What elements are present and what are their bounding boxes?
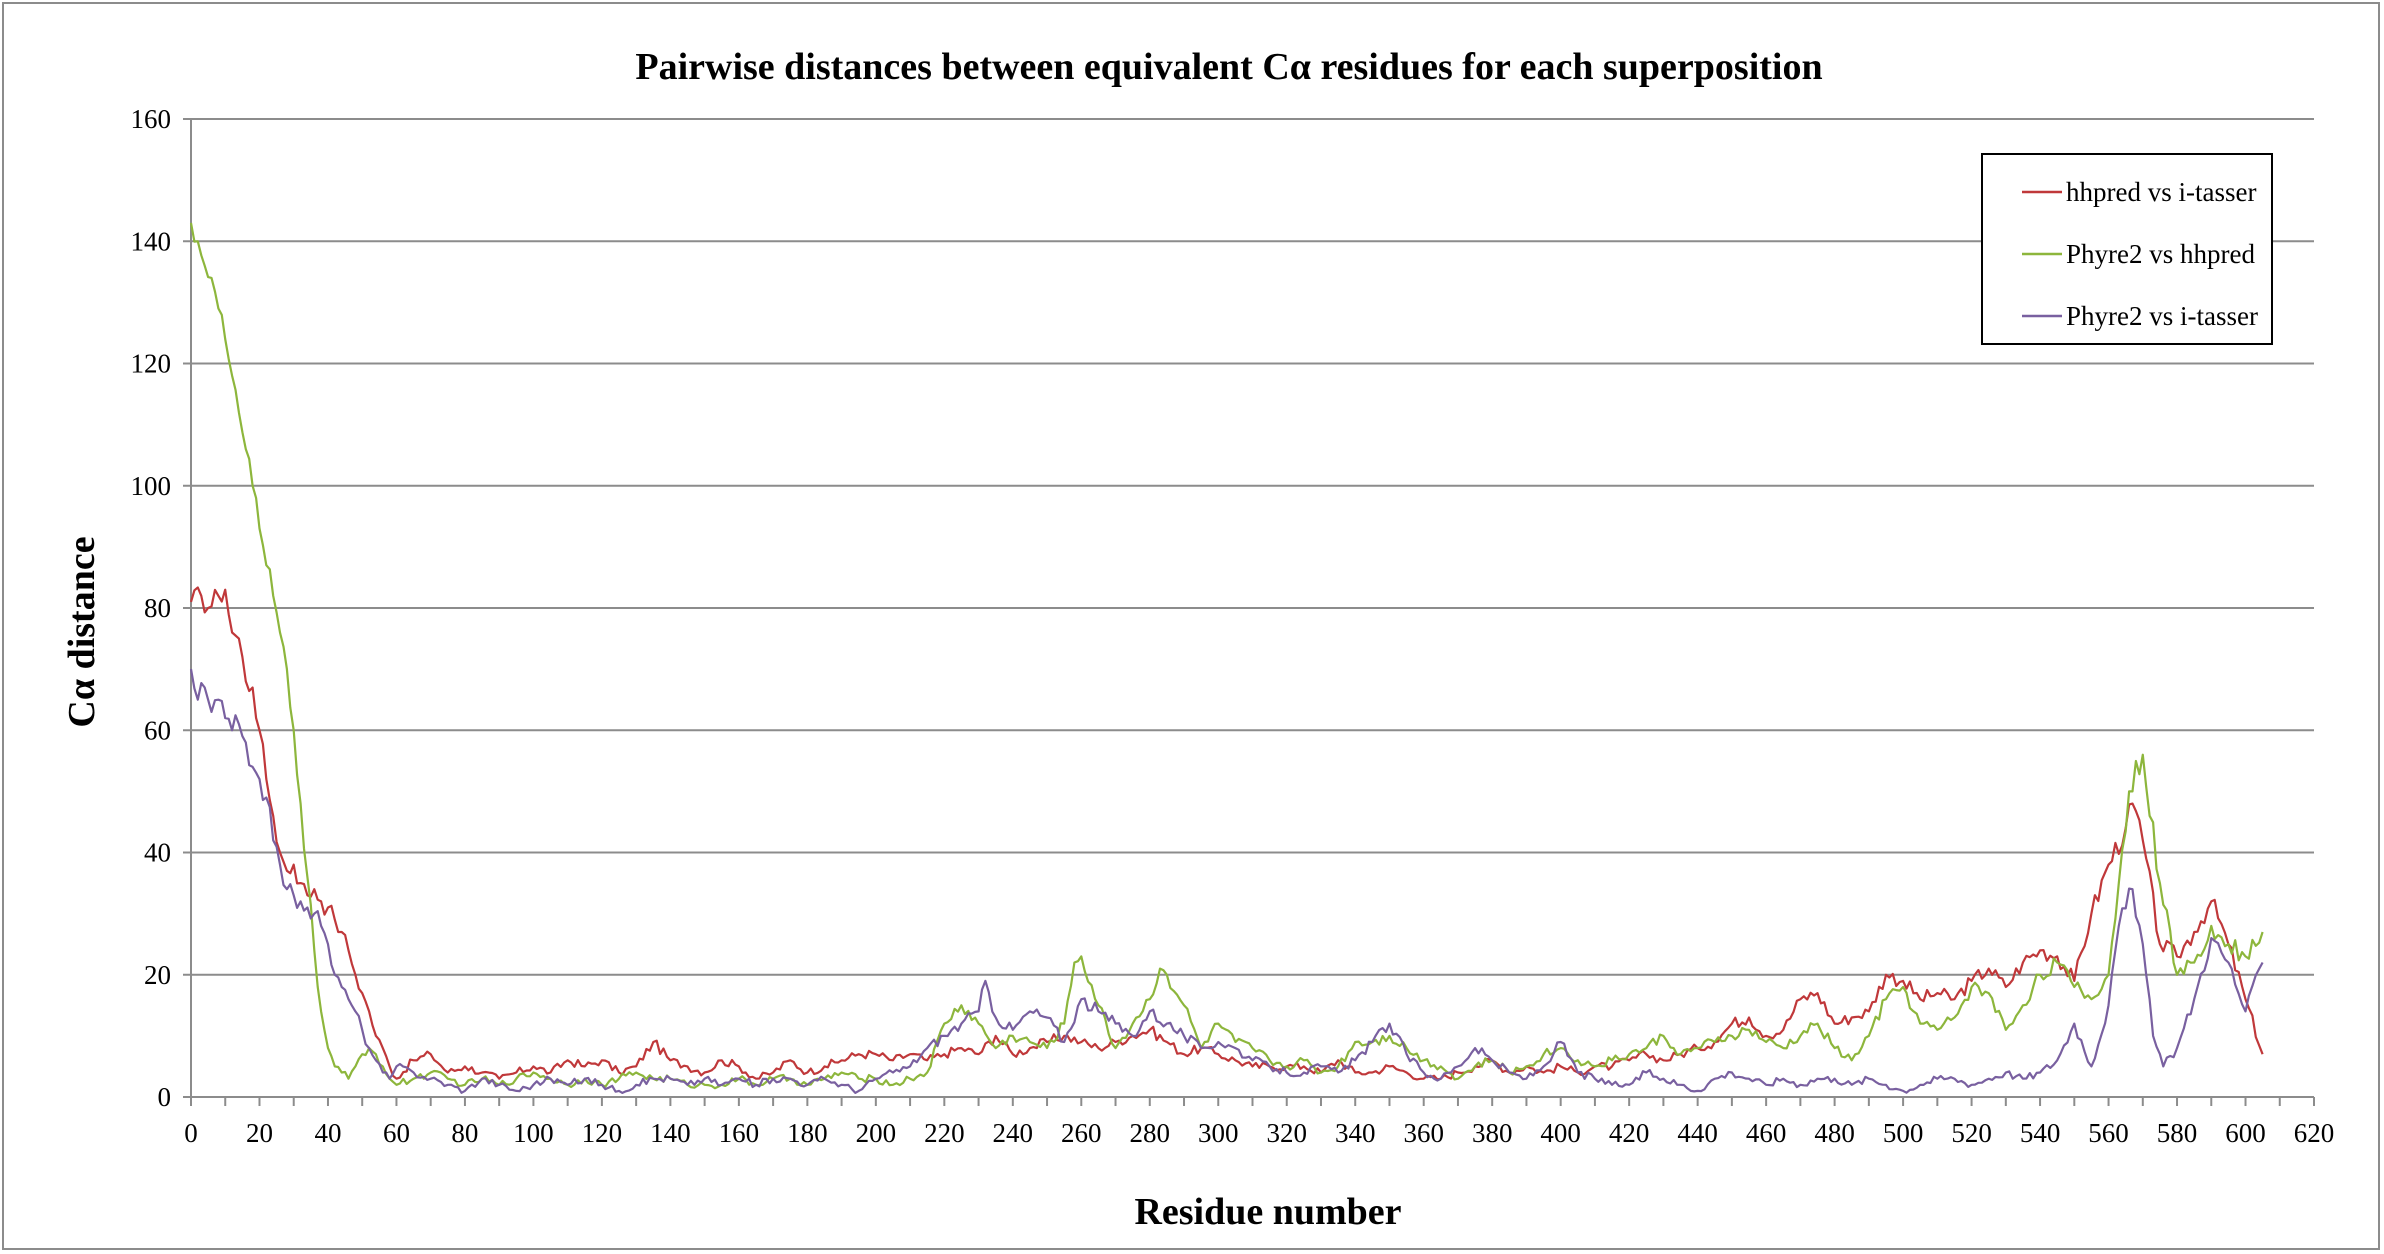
gridlines xyxy=(191,118,2314,976)
axes: 0 20 40 60 80 100 120 140 160 0 20 40 60 80 100 120 140 1… xyxy=(131,104,2335,1148)
x-tick-label: 220 xyxy=(924,1118,965,1148)
x-tick-label: 80 xyxy=(451,1118,478,1148)
x-tick-label: 180 xyxy=(787,1118,828,1148)
y-tick-label: 80 xyxy=(144,593,171,623)
x-tick-label: 380 xyxy=(1472,1118,1513,1148)
x-tick-label: 480 xyxy=(1814,1118,1855,1148)
y-tick-label: 60 xyxy=(144,715,171,745)
x-tick-label: 400 xyxy=(1540,1118,1581,1148)
x-tick-label: 60 xyxy=(383,1118,410,1148)
x-tick-label: 420 xyxy=(1609,1118,1650,1148)
x-tick-label: 600 xyxy=(2225,1118,2266,1148)
y-axis-title: Cα distance xyxy=(61,536,103,727)
y-tick-label: 140 xyxy=(131,226,172,256)
x-axis-title: Residue number xyxy=(1134,1191,1401,1233)
x-tick-label: 360 xyxy=(1403,1118,1444,1148)
chart-title: Pairwise distances between equivalent Cα… xyxy=(635,46,1822,88)
legend-label: hhpred vs i-tasser xyxy=(2066,177,2256,207)
x-tick-label: 520 xyxy=(1951,1118,1992,1148)
x-tick-label: 240 xyxy=(993,1118,1034,1148)
x-tick-label: 440 xyxy=(1677,1118,1718,1148)
x-tick-label: 300 xyxy=(1198,1118,1239,1148)
series-line-1 xyxy=(189,586,2264,1081)
x-tick-label: 500 xyxy=(1883,1118,1924,1148)
x-tick-label: 320 xyxy=(1266,1118,1307,1148)
series-line-2 xyxy=(189,222,2264,1090)
x-tick-label: 560 xyxy=(2088,1118,2129,1148)
x-tick-label: 340 xyxy=(1335,1118,1376,1148)
legend-box xyxy=(1981,153,2273,345)
y-tick-label: 20 xyxy=(144,960,171,990)
legend-label: Phyre2 vs i-tasser xyxy=(2066,301,2258,331)
x-tick-label: 40 xyxy=(314,1118,341,1148)
series-line-3 xyxy=(189,668,2264,1094)
legend: hhpred vs i-tasser Phyre2 vs hhpred Phyre2… xyxy=(1981,153,2273,345)
x-tick-label: 140 xyxy=(650,1118,691,1148)
x-tick-label: 580 xyxy=(2157,1118,2198,1148)
x-tick-label: 160 xyxy=(719,1118,760,1148)
x-tick-label: 620 xyxy=(2294,1118,2335,1148)
x-tick-label: 460 xyxy=(1746,1118,1787,1148)
x-tick-label: 540 xyxy=(2020,1118,2061,1148)
x-tick-label: 260 xyxy=(1061,1118,1102,1148)
series-layer xyxy=(189,222,2264,1094)
x-tick-label: 200 xyxy=(856,1118,897,1148)
y-tick-label: 160 xyxy=(131,104,172,134)
x-tick-label: 20 xyxy=(246,1118,273,1148)
y-tick-label: 100 xyxy=(131,471,172,501)
legend-label: Phyre2 vs hhpred xyxy=(2066,239,2255,269)
line-chart: Pairwise distances between equivalent Cα… xyxy=(61,46,2335,1233)
y-tick-label: 40 xyxy=(144,838,171,868)
x-tick-label: 100 xyxy=(513,1118,554,1148)
x-tick-label: 0 xyxy=(184,1118,198,1148)
y-tick-label: 0 xyxy=(158,1082,172,1112)
x-tick-label: 120 xyxy=(582,1118,623,1148)
x-tick-label: 280 xyxy=(1130,1118,1171,1148)
y-tick-label: 120 xyxy=(131,349,172,379)
